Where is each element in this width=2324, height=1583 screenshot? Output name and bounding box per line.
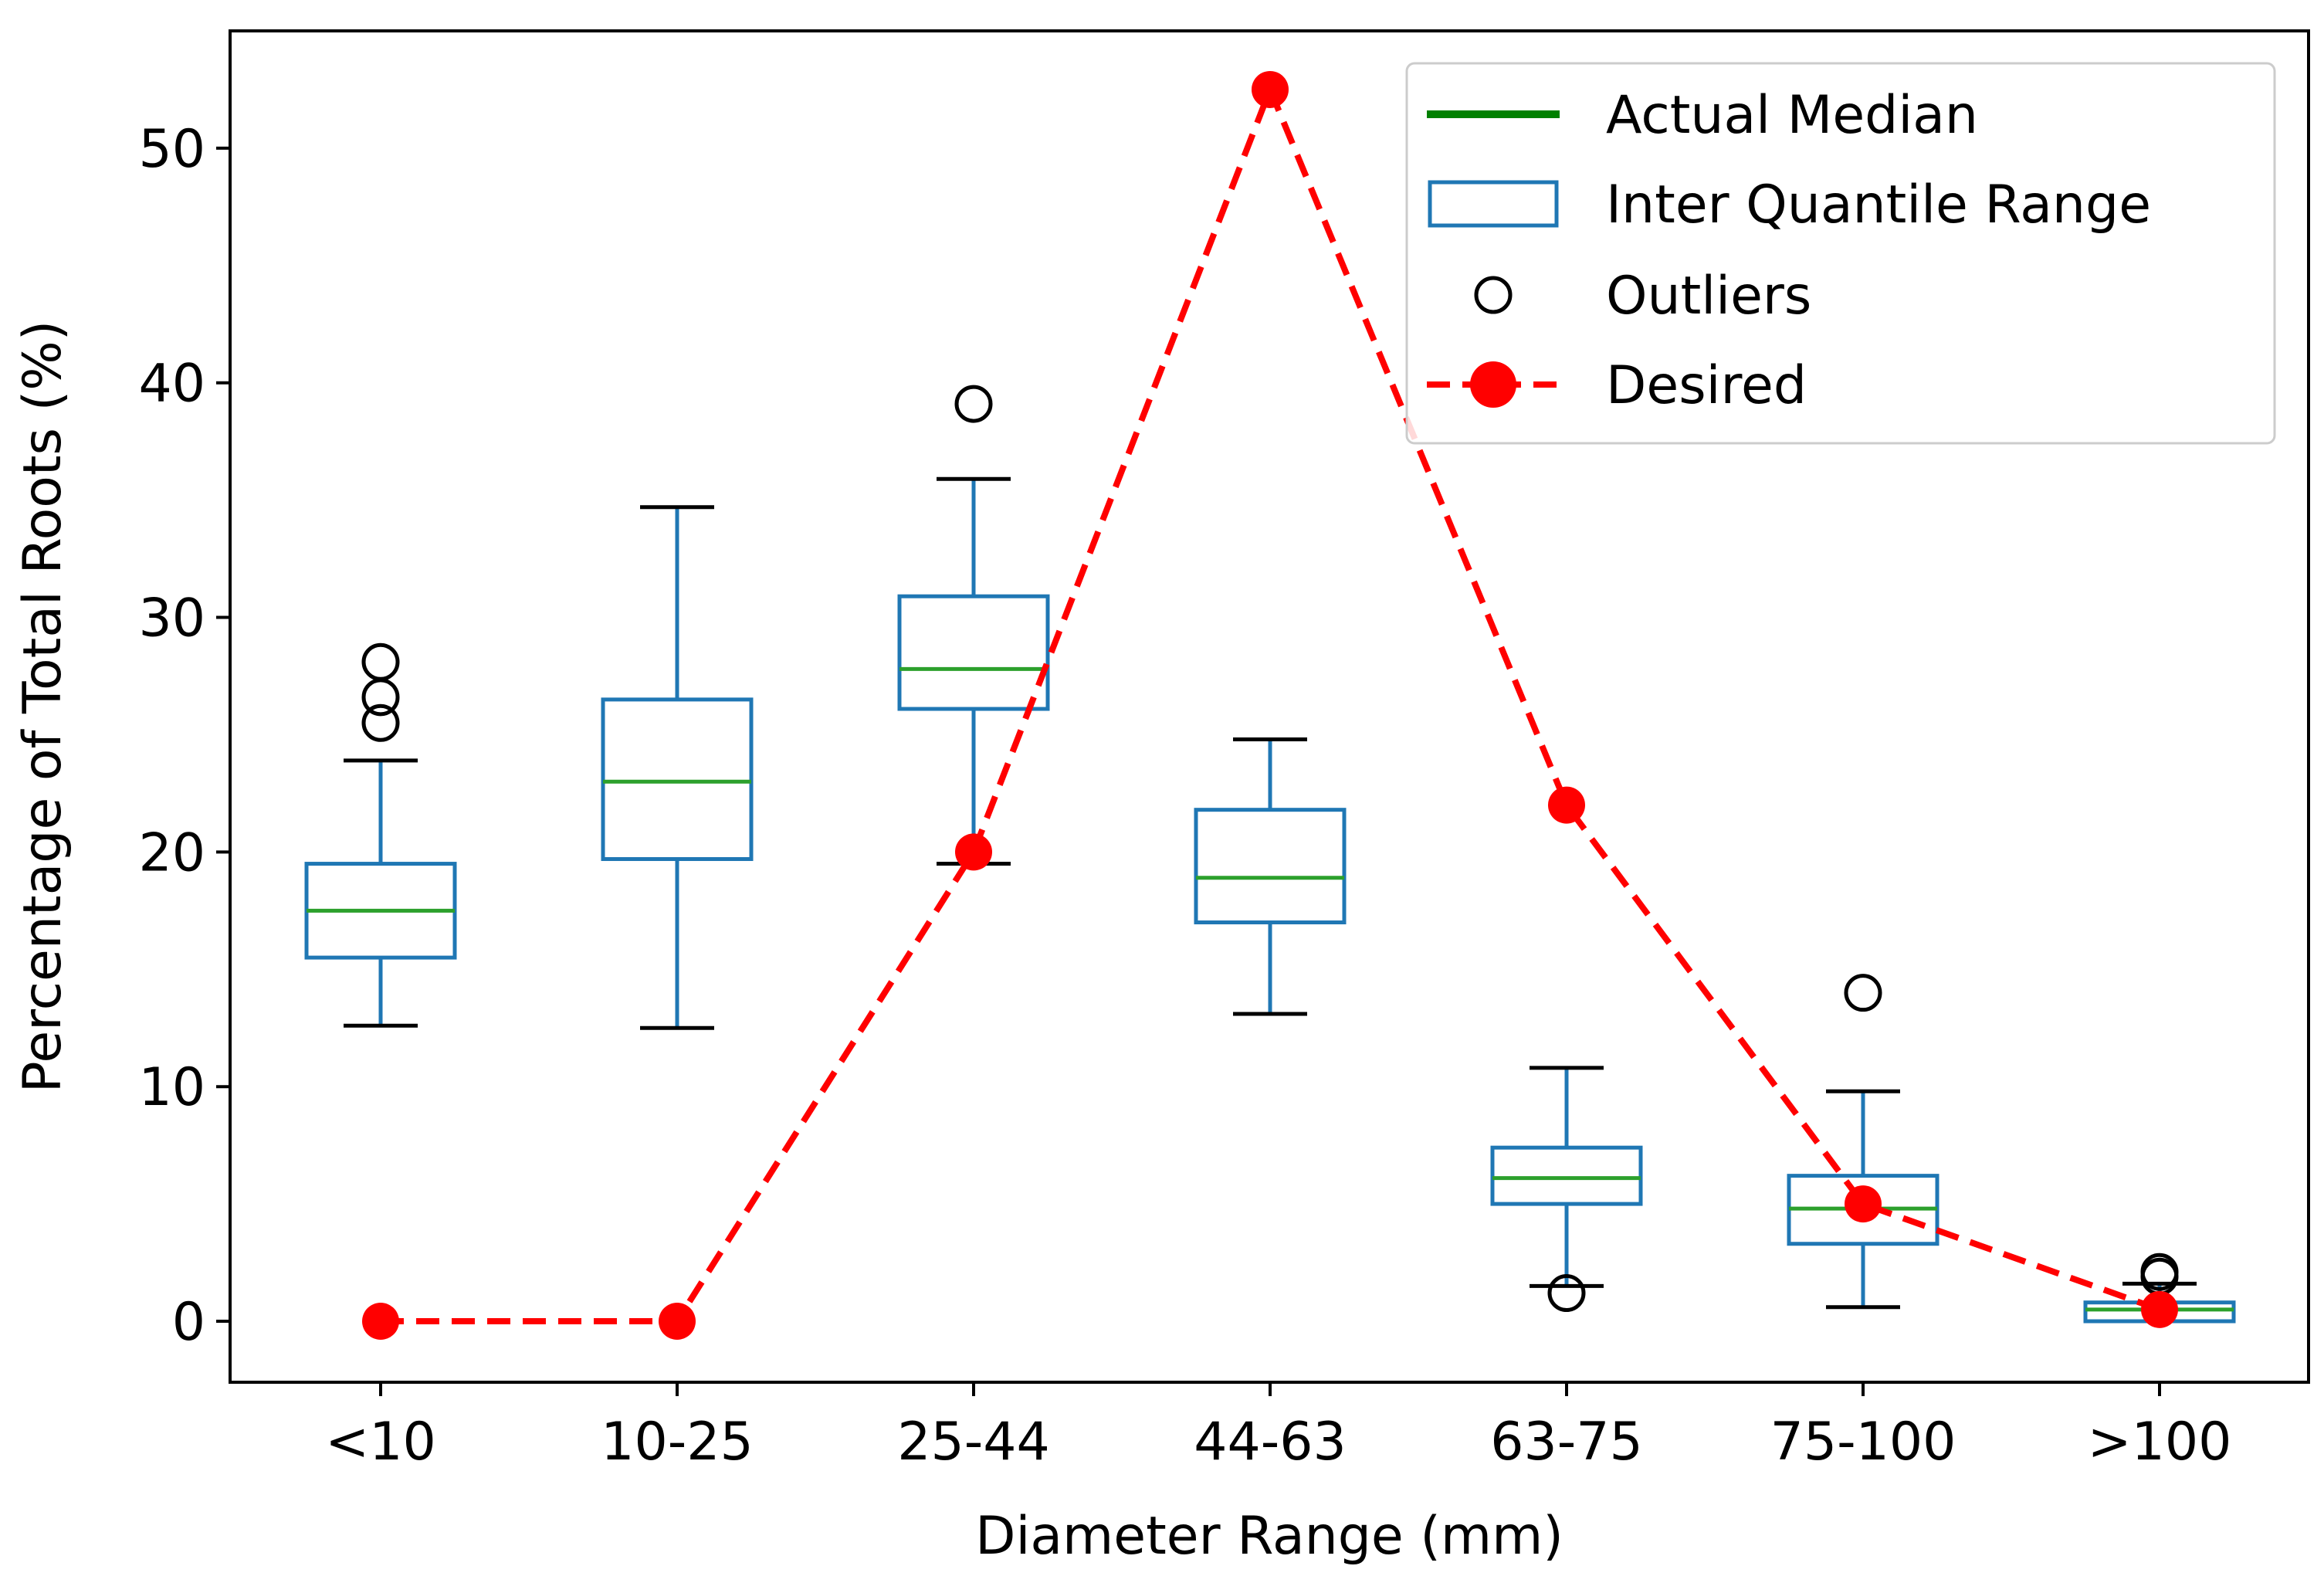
legend-label-iqr: Inter Quantile Range bbox=[1606, 175, 2151, 236]
box-group bbox=[304, 642, 457, 1028]
box-group bbox=[897, 385, 1050, 866]
legend-outlier-swatch bbox=[1474, 276, 1513, 314]
outlier-point bbox=[361, 703, 400, 742]
legend-label-outliers: Outliers bbox=[1606, 266, 1811, 327]
y-tick-label: 40 bbox=[138, 354, 205, 415]
legend-label-median: Actual Median bbox=[1606, 85, 1978, 146]
box-group bbox=[1490, 1066, 1643, 1313]
box-group bbox=[1194, 737, 1347, 1016]
outlier-point bbox=[2140, 1253, 2179, 1291]
outlier-point bbox=[361, 678, 400, 717]
desired-point bbox=[955, 833, 992, 871]
x-tick-label: <10 bbox=[325, 1412, 436, 1473]
y-axis: 0 10 20 30 40 50 bbox=[138, 119, 230, 1353]
x-tick-label: >100 bbox=[2088, 1412, 2232, 1473]
outlier-point bbox=[1547, 1274, 1586, 1313]
iqr-box bbox=[1490, 1145, 1643, 1206]
plot-content bbox=[304, 70, 2236, 1341]
x-tick-label: 10-25 bbox=[601, 1412, 754, 1473]
iqr-box bbox=[1194, 808, 1347, 925]
y-axis-label: Percentage of Total Roots (%) bbox=[12, 320, 73, 1093]
legend-iqr-swatch bbox=[1428, 180, 1559, 228]
desired-point bbox=[2141, 1290, 2178, 1328]
legend-desired-marker bbox=[1470, 361, 1516, 408]
iqr-box bbox=[897, 594, 1050, 711]
outlier-point bbox=[954, 385, 993, 423]
desired-point bbox=[659, 1303, 696, 1341]
iqr-box bbox=[601, 697, 754, 861]
desired-point bbox=[1845, 1185, 1882, 1223]
legend-frame bbox=[1405, 62, 2276, 445]
y-tick-label: 50 bbox=[138, 119, 205, 180]
x-axis: <10 10-25 25-44 44-63 63-75 75-100 >100 bbox=[325, 1382, 2231, 1473]
outlier-point bbox=[361, 642, 400, 681]
x-axis-label: Diameter Range (mm) bbox=[975, 1506, 1563, 1567]
legend: Actual Median Inter Quantile Range Outli… bbox=[1405, 62, 2276, 445]
outlier-point bbox=[1844, 974, 1882, 1012]
x-tick-label: 25-44 bbox=[897, 1412, 1050, 1473]
desired-point bbox=[1252, 70, 1289, 108]
x-tick-label: 44-63 bbox=[1194, 1412, 1347, 1473]
desired-point bbox=[1548, 786, 1585, 824]
x-tick-label: 75-100 bbox=[1770, 1412, 1956, 1473]
legend-label-desired: Desired bbox=[1606, 355, 1807, 416]
desired-point bbox=[362, 1303, 399, 1341]
x-tick-label: 63-75 bbox=[1490, 1412, 1643, 1473]
box-group bbox=[601, 505, 754, 1030]
y-tick-label: 20 bbox=[138, 822, 205, 883]
y-tick-label: 0 bbox=[172, 1292, 205, 1353]
box-group bbox=[1787, 974, 1939, 1310]
y-tick-label: 10 bbox=[138, 1057, 205, 1118]
y-tick-label: 30 bbox=[138, 588, 205, 649]
